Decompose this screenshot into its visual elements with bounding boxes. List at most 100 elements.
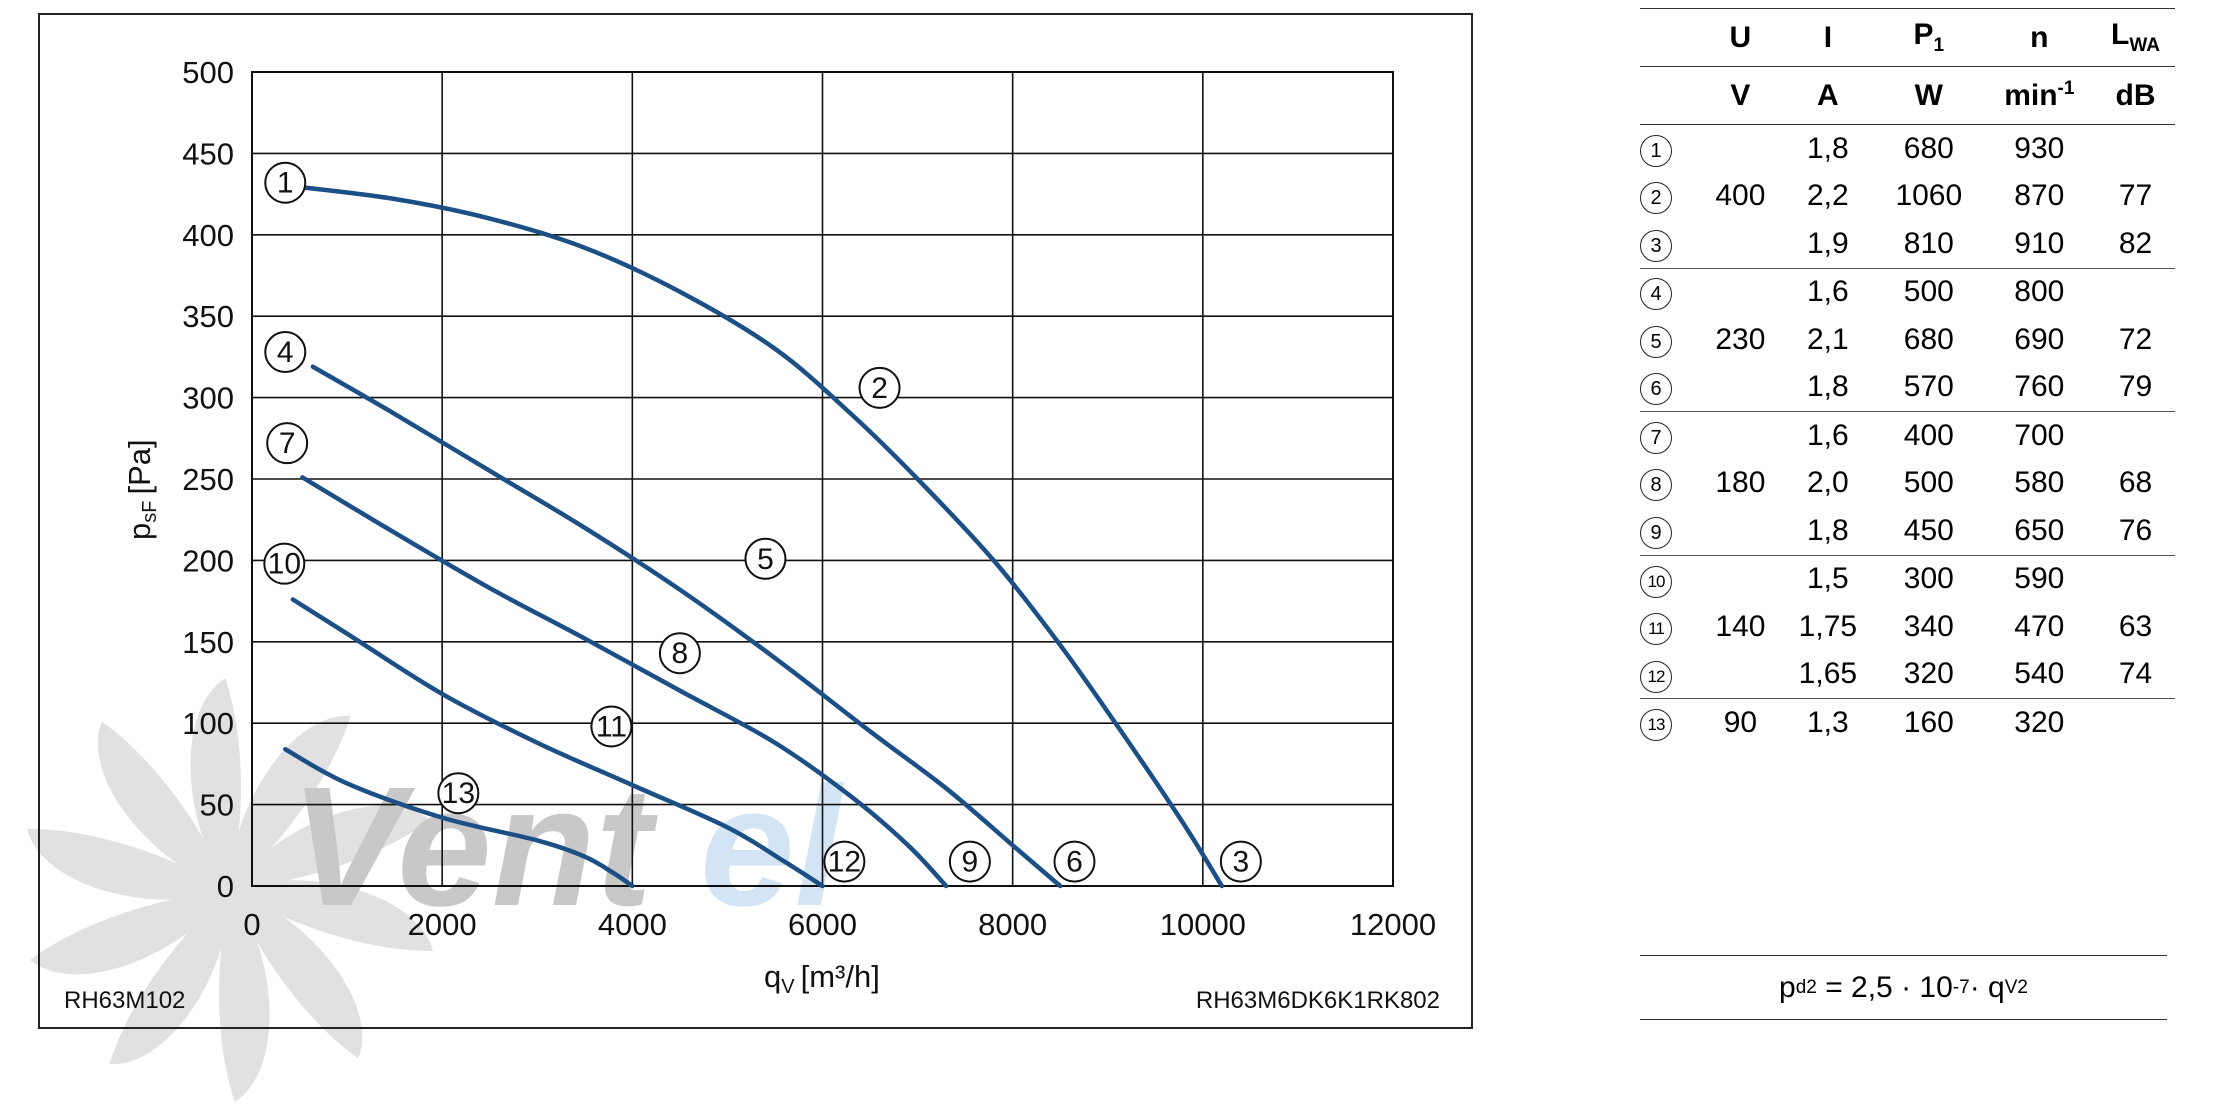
x-tick-label: 8000 — [978, 907, 1047, 942]
cell-n: 870 — [2014, 179, 2065, 213]
marker-label: 12 — [828, 846, 861, 879]
y-axis-title: psF [Pa] — [122, 439, 161, 540]
curve-marker: 11 — [590, 705, 633, 748]
curve-marker: 8 — [658, 632, 701, 675]
cell-l — [2096, 125, 2175, 173]
marker-circle — [858, 366, 901, 409]
header-u: U — [1700, 8, 1781, 67]
header-p: P1 — [1874, 8, 1983, 67]
cell-i: 1,6 — [1807, 275, 1849, 309]
y-tick-label: 300 — [182, 381, 234, 416]
cell-i: 1,3 — [1807, 705, 1849, 739]
chart-grid — [251, 71, 1394, 887]
formula-eq: = 2,5 · 10 — [1825, 970, 1953, 1004]
curve-marker: 6 — [1053, 840, 1096, 883]
model-label-left: RH63M102 — [64, 987, 185, 1014]
x-tick-label: 0 — [243, 907, 260, 942]
cell-num: 9 — [1640, 507, 1700, 556]
y-axis-ticks: 0 50 100 150 200 250 300 350 400 450 500 — [182, 55, 234, 904]
cell-n: 910 — [1982, 220, 2096, 269]
table-header-row: U I P1 n LWA — [1640, 8, 2175, 67]
table-row: 13 90 1,3 160 320 — [1640, 699, 2175, 747]
cell-n: 470 — [2014, 609, 2065, 643]
row-number-badge: 9 — [1640, 516, 1672, 549]
x-tick-label: 4000 — [598, 907, 667, 942]
series-line-1 — [287, 183, 1225, 889]
marker-label: 3 — [1233, 846, 1250, 879]
cell-p: 320 — [1874, 650, 1983, 699]
cell-u — [1700, 650, 1781, 699]
row-number-badge: 4 — [1640, 278, 1672, 311]
watermark-blade — [230, 880, 433, 951]
cell-p: 160 — [1903, 705, 1954, 739]
marker-label: 10 — [268, 548, 301, 581]
table-row: 1 1,8 680 930 — [1640, 125, 2175, 173]
marker-circle — [1219, 840, 1262, 883]
cell-num: 7 — [1640, 412, 1700, 460]
cell-l: 76 — [2096, 507, 2175, 556]
x-axis-unit: [m³/h] — [801, 959, 880, 994]
marker-circle — [264, 161, 307, 204]
marker-label: 4 — [277, 336, 294, 369]
model-label-right: RH63M6DK6K1RK802 — [1196, 987, 1440, 1014]
y-tick-label: 0 — [217, 869, 234, 904]
curve-marker: 5 — [744, 537, 787, 580]
cell-i: 1,75 — [1798, 609, 1858, 643]
watermark-text-blue: el — [700, 752, 846, 942]
marker-label: 7 — [279, 427, 296, 460]
header-l-sub: WA — [2129, 35, 2160, 56]
row-number-badge: 12 — [1640, 660, 1672, 693]
watermark-blade — [109, 890, 231, 1065]
table-row: 7 1,6 400 700 — [1640, 412, 2175, 460]
cell-u: 140 — [1715, 609, 1766, 643]
cell-i: 1,65 — [1780, 650, 1875, 699]
cell-i: 1,6 — [1807, 418, 1849, 452]
cell-u: 90 — [1723, 705, 1758, 739]
cell-u — [1700, 363, 1781, 412]
cell-num: 5 — [1640, 316, 1700, 364]
y-tick-label: 450 — [182, 136, 234, 171]
marker-label: 6 — [1066, 846, 1083, 879]
x-axis-title: qV [m³/h] — [764, 959, 880, 998]
curve-marker: 9 — [948, 840, 991, 883]
cell-num: 13 — [1640, 699, 1700, 747]
marker-circle — [437, 772, 480, 815]
formula-q-sub: V — [2004, 976, 2018, 998]
cell-i: 2,0 — [1807, 466, 1849, 500]
header-p-text: P — [1913, 18, 1934, 51]
watermark-blade — [97, 721, 230, 890]
series-line-2 — [310, 364, 1063, 889]
header-n: n — [1982, 8, 2096, 67]
unit-n: min-1 — [1982, 66, 2096, 125]
table-row: 5 230 2,1 680 690 72 — [1640, 316, 2175, 364]
series-line-4 — [290, 597, 825, 889]
marker-circle — [744, 537, 787, 580]
fan-curve-chart: Vent el 0 2000 4000 6000 8000 10000 12000 0501… — [27, 13, 1473, 1102]
y-tick-label: 500 — [182, 55, 234, 90]
row-number-badge: 3 — [1640, 229, 1672, 262]
marker-label: 11 — [596, 710, 627, 743]
marker-label: 8 — [672, 637, 689, 670]
y-tick-label: 50 — [200, 788, 234, 823]
cell-i: 2,1 — [1807, 322, 1849, 356]
y-axis-symbol: p — [122, 523, 157, 540]
cell-p: 340 — [1903, 609, 1954, 643]
formula-exp: -7 — [1952, 976, 1970, 998]
cell-u — [1700, 507, 1781, 556]
performance-table-panel: U I P1 n LWA V A W min-1 dB 1 1,8 680 930 2 4… — [1640, 8, 2175, 747]
table-body: 1 1,8 680 930 2 400 2,2 1060 870 77 3 1,9 810 910 82 4 1… — [1640, 125, 2175, 747]
x-tick-label: 6000 — [788, 907, 857, 942]
cell-i: 1,8 — [1807, 131, 1849, 165]
cell-l — [2096, 412, 2175, 460]
cell-num: 12 — [1640, 650, 1700, 699]
series-line-3 — [300, 475, 949, 889]
cell-num: 8 — [1640, 460, 1700, 508]
cell-l: 77 — [2118, 179, 2153, 213]
x-tick-label: 12000 — [1350, 907, 1436, 942]
header-p-sub: 1 — [1933, 35, 1945, 56]
formula-q-sup: 2 — [2017, 976, 2028, 998]
cell-p: 680 — [1903, 322, 1954, 356]
row-number-badge: 1 — [1640, 134, 1672, 167]
table-row: 4 1,6 500 800 — [1640, 268, 2175, 316]
x-tick-label: 2000 — [408, 907, 477, 942]
